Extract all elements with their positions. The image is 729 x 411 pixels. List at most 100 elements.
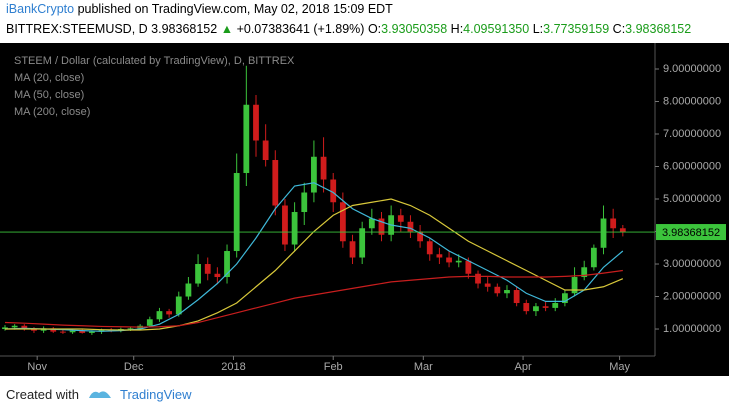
- candle-body: [523, 303, 530, 312]
- published: published on TradingView.com, May 02, 20…: [77, 2, 393, 16]
- symbol: BITTREX:STEEMUSD, D: [6, 22, 148, 36]
- candle-body: [50, 328, 57, 332]
- candle-body: [513, 290, 520, 304]
- candle-body: [339, 202, 346, 242]
- author[interactable]: iBankCrypto: [6, 2, 75, 16]
- candle-body: [590, 247, 597, 268]
- candle-body: [600, 218, 607, 248]
- footer: Created with TradingView: [6, 385, 192, 402]
- candle-body: [455, 260, 462, 263]
- legend-ma50: MA (50, close): [14, 89, 84, 101]
- created-with: Created with: [6, 387, 79, 402]
- y-tick-label: 1.00000000: [663, 323, 721, 335]
- up-arrow: ▲: [220, 22, 234, 36]
- x-tick-label: Nov: [27, 361, 47, 373]
- last-price-label: 3.98368152: [662, 227, 720, 239]
- candle-body: [166, 311, 173, 315]
- y-tick-label: 9.00000000: [663, 63, 721, 75]
- candle-body: [175, 296, 182, 315]
- candle-body: [417, 231, 423, 242]
- candle-body: [320, 156, 327, 180]
- legend-ma200: MA (200, close): [14, 106, 90, 118]
- candle-body: [330, 179, 337, 203]
- ohlc-2-v: 3.77359159: [543, 22, 610, 36]
- x-tick-label: Apr: [515, 361, 532, 373]
- candle-body: [204, 264, 211, 274]
- candle-body: [60, 331, 66, 333]
- x-tick-label: Mar: [414, 361, 433, 373]
- candle-body: [562, 293, 568, 304]
- candle-body: [465, 260, 472, 274]
- candle-body: [146, 319, 153, 326]
- change: +0.07383641 (+1.89%): [236, 22, 365, 36]
- candle-body: [224, 251, 230, 278]
- last-price-box: [656, 224, 726, 241]
- candle-body: [2, 327, 8, 330]
- candle-body: [407, 221, 414, 232]
- candle-body: [98, 329, 105, 332]
- candle-body: [378, 218, 385, 235]
- candle-body: [69, 330, 76, 333]
- candle-body: [291, 212, 298, 245]
- chart-bg: [0, 43, 729, 376]
- ohlc-1-v: 4.09591350: [463, 22, 530, 36]
- candle-body: [31, 329, 37, 331]
- candle-body: [282, 205, 288, 245]
- candle-body: [311, 156, 317, 193]
- ohlc-3-l: C:: [612, 22, 626, 36]
- candle-body: [368, 218, 375, 229]
- quote-line: BITTREX:STEEMUSD, D 3.98368152 ▲ +0.0738…: [6, 22, 691, 36]
- ohlc-3-v: 3.98368152: [625, 22, 692, 36]
- candle-body: [542, 306, 549, 308]
- candle-body: [610, 218, 617, 229]
- candle-body: [233, 173, 240, 252]
- ma-line: [4, 182, 624, 332]
- candle-body: [484, 283, 491, 287]
- candle-body: [11, 325, 18, 328]
- candle-body: [301, 192, 308, 213]
- chart: STEEM / Dollar (calculated by TradingVie…: [0, 43, 729, 376]
- candle-body: [446, 257, 452, 263]
- ohlc-0-l: O:: [367, 22, 382, 36]
- candle-body: [79, 330, 86, 333]
- candle-body: [21, 325, 28, 330]
- y-tick-label: 3.00000000: [663, 258, 721, 270]
- ohlc-0-v: 3.93050358: [381, 22, 448, 36]
- candle-body: [349, 241, 356, 258]
- candle-body: [504, 290, 510, 294]
- y-tick-label: 8.00000000: [663, 95, 721, 107]
- candle-body: [127, 328, 134, 330]
- candle-body: [571, 277, 578, 294]
- candle-body: [262, 140, 269, 161]
- x-tick-label: May: [609, 361, 630, 373]
- y-tick-label: 2.00000000: [663, 290, 721, 302]
- x-tick-label: 2018: [221, 361, 245, 373]
- candle-body: [436, 254, 443, 258]
- candle-body: [156, 311, 163, 320]
- y-tick-label: 6.00000000: [663, 160, 721, 172]
- ohlc-2-l: L:: [532, 22, 544, 36]
- brand[interactable]: TradingView: [120, 387, 192, 402]
- y-tick-label: 7.00000000: [663, 128, 721, 140]
- candle-body: [619, 228, 626, 233]
- legend-ma20: MA (20, close): [14, 72, 84, 84]
- candle-body: [552, 303, 559, 308]
- x-tick-label: Dec: [124, 361, 144, 373]
- candle-body: [214, 273, 221, 278]
- candle-body: [185, 283, 192, 297]
- ma-line: [4, 269, 623, 328]
- candle-body: [494, 286, 501, 294]
- tv-logo: [88, 391, 111, 398]
- publish-line: iBankCrypto published on TradingView.com…: [6, 2, 393, 16]
- candle-body: [88, 331, 95, 333]
- candle-body: [195, 264, 201, 284]
- ma-line: [5, 198, 624, 331]
- candle-body: [475, 273, 481, 284]
- last: 3.98368152: [151, 22, 218, 36]
- ohlc-1-l: H:: [450, 22, 464, 36]
- candle-body: [397, 215, 404, 222]
- candle-body: [426, 241, 433, 255]
- chart-title: STEEM / Dollar (calculated by TradingVie…: [14, 55, 295, 67]
- candle-body: [243, 104, 250, 174]
